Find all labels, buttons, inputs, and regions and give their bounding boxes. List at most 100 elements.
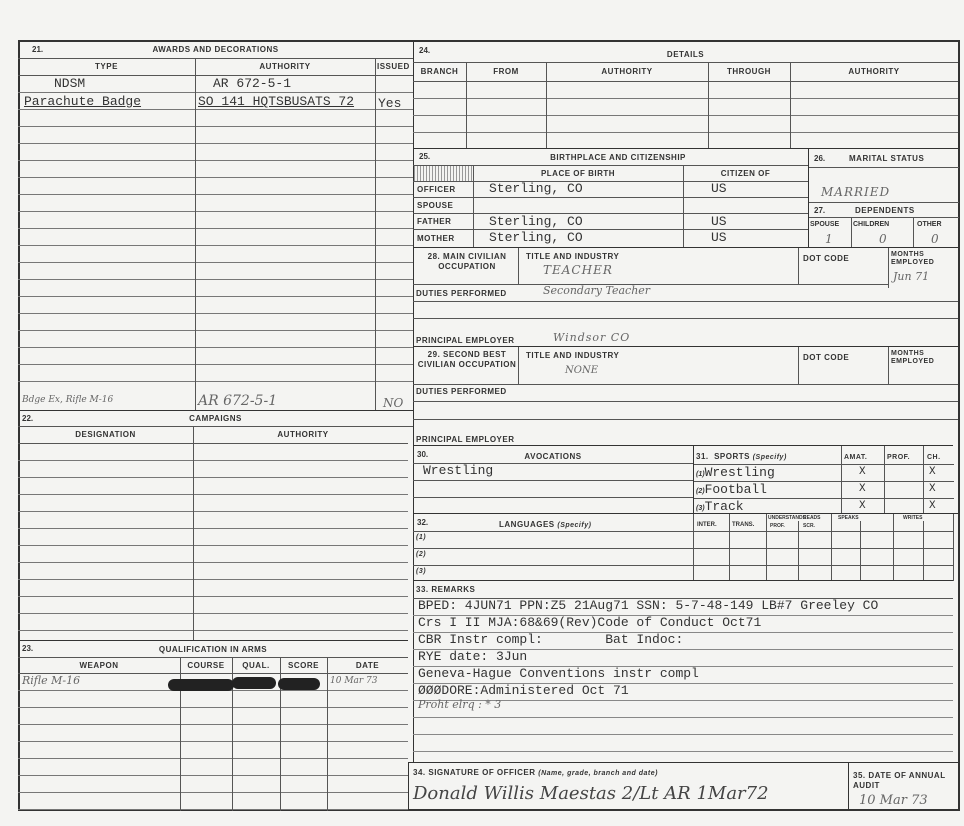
sub-header-scr: SCR. [803, 523, 815, 529]
award-type-handwritten: Bdge Ex, Rifle M-16 [22, 395, 114, 405]
months-employed-value: Jun 71 [893, 270, 930, 283]
col-header-prof: PROF. [887, 454, 911, 461]
col-header-through: THROUGH [727, 67, 771, 76]
section-number: 33. [416, 585, 429, 594]
award-issued: Yes [378, 96, 402, 111]
award-type: NDSM [54, 76, 86, 91]
section-number: 23. [22, 644, 34, 653]
col-header-inter: INTER. [697, 522, 717, 528]
father-place: Sterling, CO [489, 214, 583, 229]
award-authority: AR 672-5-1 [213, 76, 292, 91]
row-label-officer: OFFICER [417, 185, 456, 194]
duties-label: DUTIES PERFORMED [416, 387, 507, 396]
remark-line: ØØØDORE:Administered Oct 71 [418, 683, 629, 698]
sport-ch: X [929, 483, 936, 495]
col-header-writes: WRITES [903, 515, 923, 521]
section-title: BIRTHPLACE AND CITIZENSHIP [550, 153, 686, 162]
redaction-mark [168, 679, 234, 691]
months-employed-label: MONTHS EMPLOYED [891, 251, 935, 266]
signature-hint: (Name, grade, branch and date) [538, 770, 658, 777]
col-header-understands: UNDERSTANDS [768, 515, 806, 521]
remark-line: Geneva-Hague Conventions instr compl [418, 666, 699, 681]
birthplace-section: 25. BIRTHPLACE AND CITIZENSHIP PLACE OF … [413, 148, 808, 247]
redaction-mark [278, 678, 320, 690]
sport-amat: X [859, 500, 866, 512]
marital-status-title: MARITAL STATUS [849, 154, 925, 163]
section-title: QUALIFICATION IN ARMS [158, 645, 268, 654]
col-header-qual: QUAL. [242, 661, 270, 670]
row-label-spouse: SPOUSE [417, 201, 454, 210]
second-occupation-section: 29. SECOND BEST CIVILIAN OCCUPATION TITL… [413, 346, 958, 445]
officer-signature: Donald Willis Maestas 2/Lt AR 1Mar72 [413, 783, 769, 804]
col-header-children: CHILDREN [853, 221, 890, 228]
section-title: SPORTS [714, 452, 750, 461]
sub-header-prof: PROF. [770, 523, 785, 529]
sport-amat: X [859, 483, 866, 495]
section-number: 32. [417, 518, 429, 527]
section-title: DATE OF ANNUAL AUDIT [853, 771, 946, 790]
weapon-value: Rifle M-16 [22, 674, 81, 687]
sport-name: Football [704, 482, 767, 497]
marital-status-value: MARRIED [821, 185, 891, 199]
section-number: 35. [853, 771, 866, 780]
section-title: LANGUAGES [499, 520, 555, 529]
months-employed-label: MONTHS EMPLOYED [891, 350, 935, 365]
col-header-trans: TRANS. [732, 522, 755, 528]
date-value: 10 Mar 73 [330, 676, 378, 686]
remark-line: RYE date: 3Jun [418, 649, 528, 664]
section-title: AVOCATIONS [524, 452, 582, 461]
col-header-authority: AUTHORITY [259, 62, 311, 71]
remark-line: CBR Instr compl: Bat Indoc: [418, 632, 684, 647]
section-number: 22. [22, 414, 34, 423]
remark-line: BPED: 4JUN71 PPN:Z5 21Aug71 SSN: 5-7-48-… [418, 598, 879, 613]
col-header-branch: BRANCH [420, 67, 459, 76]
remarks-section: 33. REMARKS BPED: 4JUN71 PPN:Z5 21Aug71 … [413, 580, 953, 763]
duties-value: Secondary Teacher [543, 284, 651, 297]
officer-citizen: US [711, 181, 727, 196]
section-number: 31. [696, 452, 709, 461]
col-header-from: FROM [493, 67, 519, 76]
section-number: 30. [417, 450, 429, 459]
col-header-authority: AUTHORITY [601, 67, 653, 76]
section-number: 24. [419, 46, 431, 55]
col-header-weapon: WEAPON [79, 661, 119, 670]
sport-ch: X [929, 500, 936, 512]
section-number: 28. [427, 252, 441, 261]
col-header-date: DATE [355, 661, 380, 670]
col-header-type: TYPE [95, 62, 118, 71]
employer-label: PRINCIPAL EMPLOYER [416, 336, 515, 345]
col-header-amat: AMAT. [844, 454, 868, 461]
col-header-issued: ISSUED [377, 62, 410, 71]
section-title: AWARDS AND DECORATIONS [152, 45, 279, 54]
row-label-father: FATHER [417, 217, 452, 226]
col-header-speaks: SPEAKS [838, 515, 859, 521]
col-header-authority-2: AUTHORITY [848, 67, 900, 76]
title-industry-label: TITLE AND INDUSTRY [526, 252, 620, 261]
awards-section: 21. AWARDS AND DECORATIONS TYPE AUTHORIT… [18, 40, 413, 410]
sport-name: Wrestling [704, 465, 775, 480]
sports-section: 31. SPORTS (Specify) AMAT. PROF. CH. (1)… [693, 445, 954, 514]
row-label-mother: MOTHER [417, 234, 455, 243]
award-issued-handwritten: NO [383, 396, 404, 410]
language-row-index: (3) [416, 568, 427, 575]
award-type: Parachute Badge [24, 94, 142, 109]
details-section: 24. DETAILS BRANCH FROM AUTHORITY THROUG… [413, 40, 958, 148]
form-border [18, 40, 960, 811]
signature-section: 34. SIGNATURE OF OFFICER (Name, grade, b… [408, 762, 848, 810]
language-row-index: (1) [416, 534, 427, 541]
section-title: SIGNATURE OF OFFICER [428, 768, 536, 777]
section-number: 34. [413, 768, 426, 777]
row-index: (2) [696, 488, 705, 495]
officer-place: Sterling, CO [489, 181, 583, 196]
employer-label: PRINCIPAL EMPLOYER [416, 435, 515, 444]
shaded-cell [414, 166, 472, 181]
avocations-section: 30. AVOCATIONS Wrestling [413, 445, 693, 513]
section-title: CAMPAIGNS [189, 414, 242, 423]
dependents-children-value: 0 [879, 232, 887, 246]
dot-code-label: DOT CODE [803, 254, 850, 263]
col-header-other: OTHER [917, 221, 942, 228]
main-occupation-section: 28. MAIN CIVILIAN OCCUPATION TITLE AND I… [413, 247, 958, 346]
col-header-reads: READS [803, 515, 821, 521]
annual-audit-section: 35. DATE OF ANNUAL AUDIT 10 Mar 73 [848, 762, 958, 810]
